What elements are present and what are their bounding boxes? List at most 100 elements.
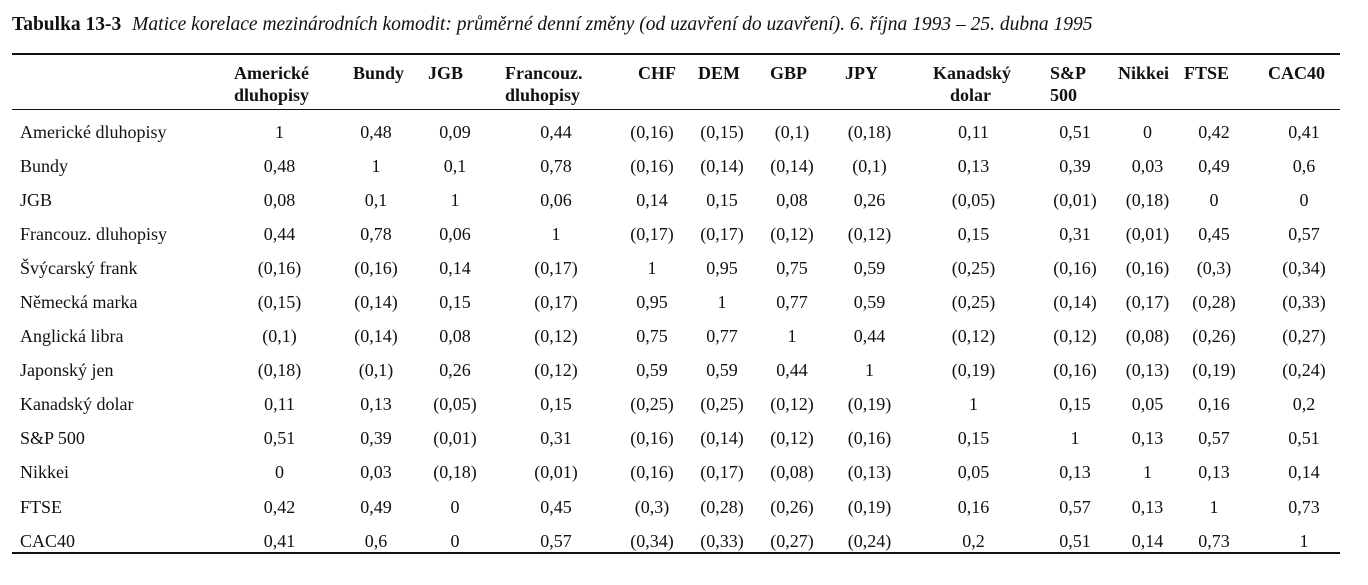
- table-cell: 0,51: [1059, 121, 1091, 142]
- row-label: JGB: [20, 189, 53, 210]
- table-cell: 0,06: [439, 223, 471, 244]
- table-cell: 1: [865, 360, 874, 381]
- table-cell: 0,95: [706, 257, 738, 278]
- table-cell: (0,16): [257, 257, 302, 278]
- table-cell: (0,16): [630, 428, 674, 449]
- table-cell: 0,08: [439, 326, 471, 347]
- bottom-rule: [12, 552, 1340, 554]
- table-cell: 0,44: [776, 360, 808, 381]
- column-header-line: CAC40: [1268, 63, 1325, 83]
- column-header-line: Francouz.: [505, 63, 583, 83]
- header-rule: [12, 109, 1340, 110]
- table-cell: (0,16): [1125, 257, 1170, 278]
- table-cell: 0,31: [1059, 223, 1091, 244]
- row-label: FTSE: [20, 496, 63, 517]
- table-row: FTSE 0,42 0,49 0 0,45 (0,3) (0,28) (0,26) (0,19)…: [12, 490, 1360, 524]
- table-cell: (0,19): [847, 394, 892, 415]
- table-cell: 0,06: [540, 189, 572, 210]
- table-cell: (0,05): [951, 189, 996, 210]
- table-cell: (0,17): [1125, 292, 1170, 313]
- table-cell: 1: [1209, 496, 1219, 517]
- column-header: Bundy: [337, 56, 415, 115]
- table-cell: 0,42: [1198, 121, 1230, 142]
- table-cell: (0,34): [630, 530, 674, 551]
- table-cell: 0,05: [957, 462, 990, 483]
- table-cell: (0,25): [700, 394, 744, 415]
- table-cell: 0,57: [1059, 496, 1091, 517]
- table-cell: 1: [717, 292, 727, 313]
- table-cell: 0,51: [1059, 530, 1091, 551]
- column-header: CAC40: [1248, 56, 1360, 115]
- table-cell: 0,45: [1198, 223, 1230, 244]
- table-cell: 0,15: [706, 189, 738, 210]
- column-header-line: dluhopisy: [505, 85, 581, 105]
- table-cell: 0,05: [1131, 394, 1164, 415]
- table-cell: 0,2: [1292, 394, 1316, 415]
- row-label: Japonský jen: [20, 360, 114, 381]
- table-cell: (0,01): [534, 462, 578, 483]
- column-header-line: 500: [1050, 85, 1077, 105]
- table-cell: 0,75: [636, 326, 668, 347]
- table-row: CAC40 0,41 0,6 0 0,57 (0,34) (0,33) (0,27) (0,24…: [12, 524, 1360, 558]
- table-cell: 0,16: [1198, 394, 1230, 415]
- table-cell: (0,26): [770, 496, 814, 517]
- table-cell: 0,48: [263, 155, 296, 176]
- table-number: Tabulka 13-3: [12, 14, 122, 35]
- table-cell: (0,14): [1053, 292, 1097, 313]
- table-cell: (0,19): [847, 496, 892, 517]
- column-header: CHF: [617, 56, 687, 115]
- table-cell: (0,27): [1282, 326, 1326, 347]
- table-cell: (0,34): [1282, 257, 1326, 278]
- table-cell: 1: [1070, 428, 1080, 449]
- table-cell: 0,59: [706, 360, 738, 381]
- column-header-line: S&P: [1050, 63, 1086, 83]
- table-cell: 0,59: [853, 257, 886, 278]
- column-header: JGB: [415, 56, 495, 115]
- table-row: JGB 0,08 0,1 1 0,06 0,14 0,15 0,08 0,26 (0,05) (0,…: [12, 183, 1360, 217]
- table-row: Bundy 0,48 1 0,1 0,78 (0,16) (0,14) (0,14) (0,1)…: [12, 149, 1360, 183]
- table-cell: (0,33): [1282, 292, 1326, 313]
- table-cell: 0,15: [957, 223, 990, 244]
- table-cell: 0,26: [439, 360, 471, 381]
- table-cell: (0,14): [700, 155, 744, 176]
- header-row: Americké dluhopisy Bundy JGB Francouz. dlu…: [12, 56, 1360, 115]
- column-header: DEM: [687, 56, 757, 115]
- table-cell: (0,01): [1125, 223, 1170, 244]
- table-cell: 0,2: [962, 530, 985, 551]
- table-cell: 0,39: [1059, 155, 1091, 176]
- table-cell: (0,12): [770, 428, 814, 449]
- table-cell: (0,18): [257, 360, 302, 381]
- column-header-line: Nikkei: [1118, 63, 1170, 83]
- column-header: JPY: [827, 56, 912, 115]
- table-row: Německá marka (0,15) (0,14) 0,15 (0,17) 0,95 1…: [12, 285, 1360, 319]
- table-cell: (0,16): [1053, 360, 1097, 381]
- column-header: Nikkei: [1115, 56, 1180, 115]
- table-cell: (0,19): [1192, 360, 1236, 381]
- table-cell: 1: [450, 189, 460, 210]
- row-label: Anglická libra: [20, 326, 124, 347]
- row-label: Americké dluhopisy: [20, 121, 167, 142]
- column-header: FTSE: [1180, 56, 1248, 115]
- table-cell: 1: [1143, 462, 1152, 483]
- row-label: CAC40: [20, 530, 76, 551]
- column-header-line: FTSE: [1184, 63, 1230, 83]
- table-cell: 0,13: [1131, 496, 1164, 517]
- table-cell: 0,31: [540, 428, 572, 449]
- table-cell: (0,16): [1053, 257, 1097, 278]
- row-label: Francouz. dluhopisy: [20, 223, 167, 244]
- table-cell: 0,78: [540, 155, 572, 176]
- table-cell: 0,6: [364, 530, 388, 551]
- table-cell: (0,3): [634, 496, 670, 517]
- table-cell: (0,14): [770, 155, 814, 176]
- table-cell: (0,16): [847, 428, 892, 449]
- table-cell: 1: [371, 155, 381, 176]
- row-label: Německá marka: [20, 292, 138, 313]
- table-cell: 1: [647, 257, 657, 278]
- table-cell: (0,13): [1125, 360, 1170, 381]
- table-cell: 0,13: [1131, 428, 1164, 449]
- column-header: Americké dluhopisy: [222, 56, 337, 115]
- table-cell: (0,08): [1125, 326, 1170, 347]
- table-cell: (0,25): [951, 257, 996, 278]
- table-cell: (0,1): [358, 360, 394, 381]
- table-cell: 0,41: [1288, 121, 1320, 142]
